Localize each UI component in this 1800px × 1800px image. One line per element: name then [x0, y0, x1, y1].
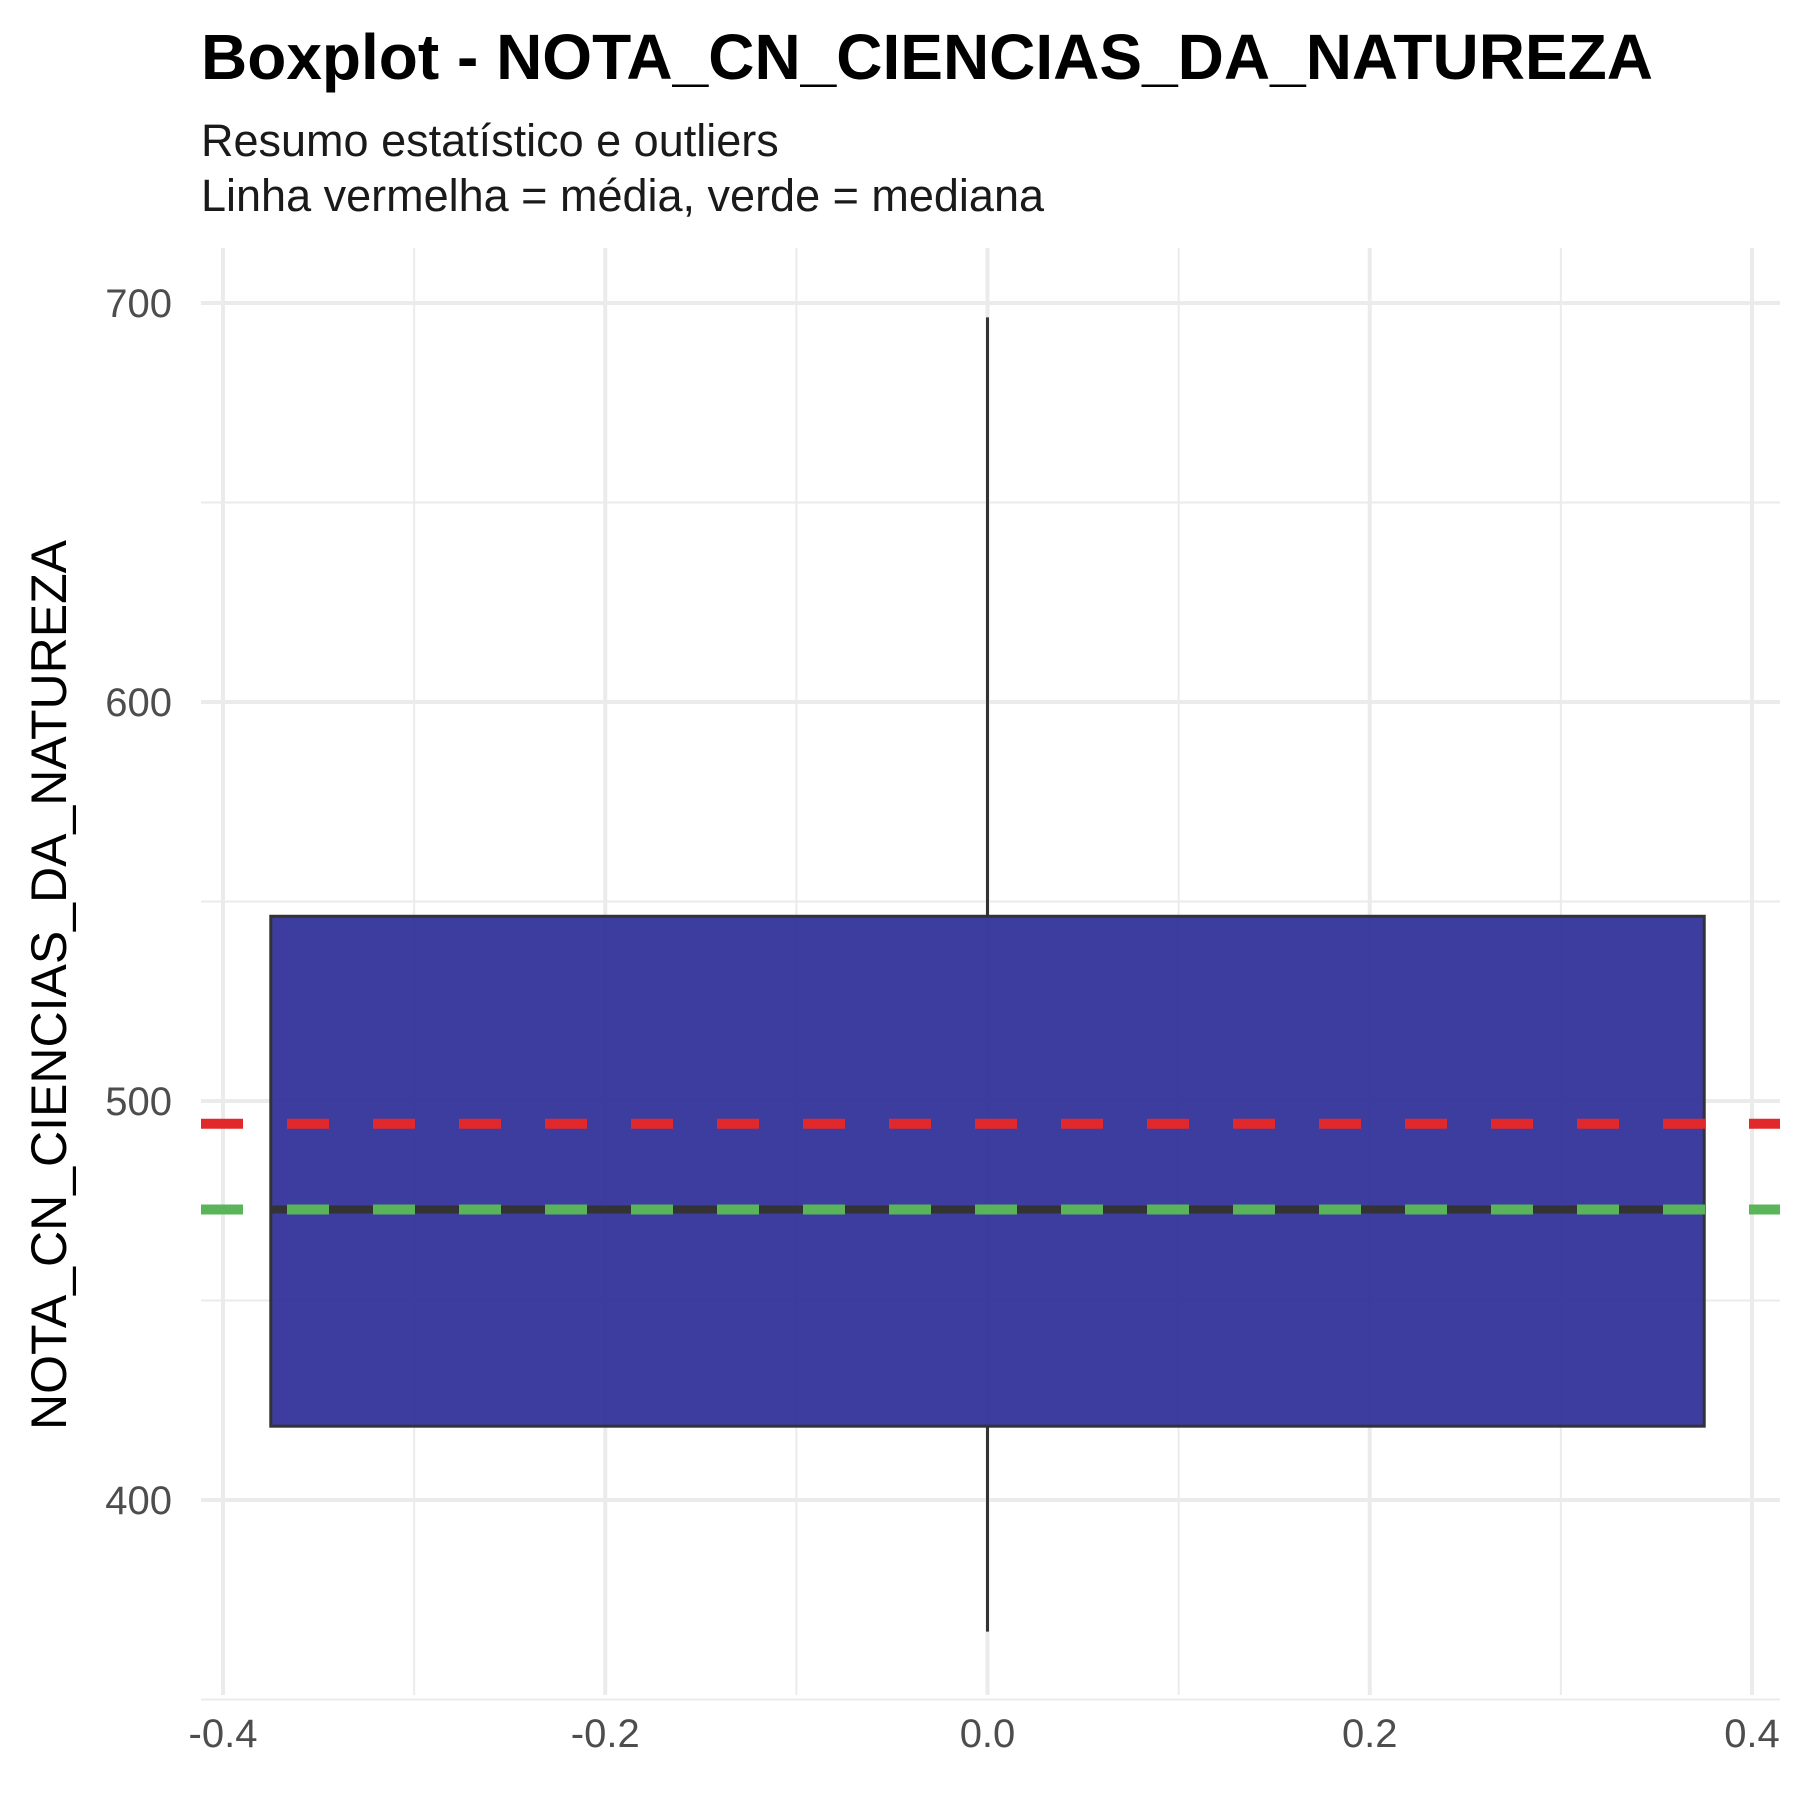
y-tick-label: 400 [105, 1479, 172, 1523]
y-tick-label: 500 [105, 1080, 172, 1124]
chart-subtitle-line-2: Linha vermelha = média, verde = mediana [201, 170, 1045, 221]
x-tick-label: 0.4 [1724, 1712, 1780, 1756]
box-iqr [269, 914, 1706, 1428]
x-tick-label: -0.4 [189, 1712, 258, 1756]
x-tick-label: -0.2 [571, 1712, 640, 1756]
reference-lines [201, 1118, 1780, 1215]
x-tick-label: 0.2 [1342, 1712, 1398, 1756]
y-tick-label: 600 [105, 681, 172, 725]
x-tick-label: 0.0 [960, 1712, 1016, 1756]
y-axis-title: NOTA_CN_CIENCIAS_DA_NATUREZA [21, 539, 77, 1430]
y-tick-label: 700 [105, 282, 172, 326]
box-layer [269, 317, 1706, 1632]
chart-subtitle-line-1: Resumo estatístico e outliers [201, 115, 779, 166]
chart-title: Boxplot - NOTA_CN_CIENCIAS_DA_NATUREZA [201, 21, 1653, 93]
x-axis-ticks: -0.4 -0.2 0.0 0.2 0.4 [189, 1712, 1780, 1756]
y-axis-ticks: 400 500 600 700 [105, 282, 172, 1523]
